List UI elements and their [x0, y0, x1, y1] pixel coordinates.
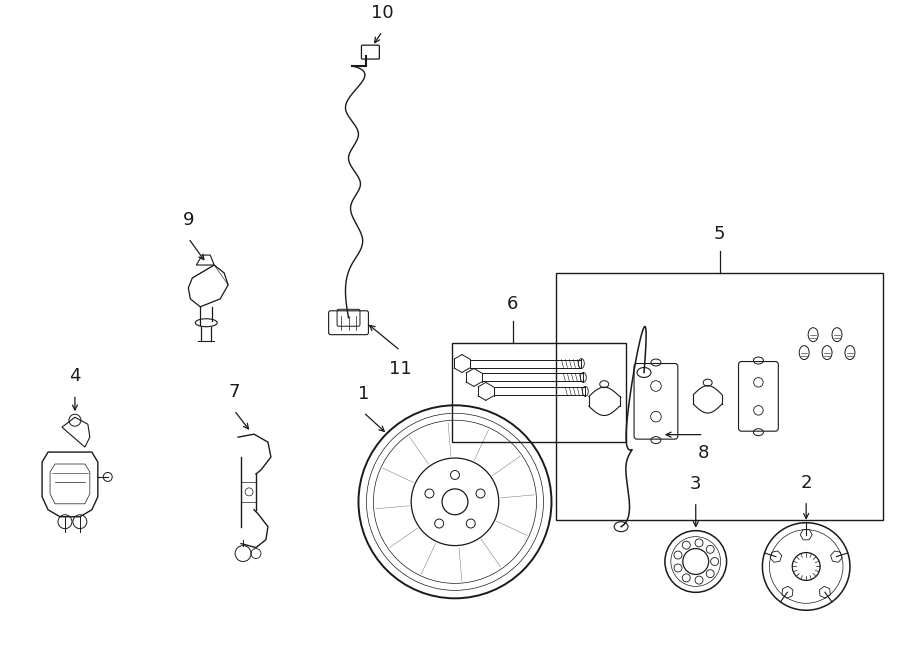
Text: 6: 6 — [508, 295, 518, 313]
Text: 9: 9 — [183, 212, 194, 229]
Bar — [452, 342, 626, 442]
Text: 4: 4 — [69, 368, 81, 385]
Text: 7: 7 — [229, 383, 240, 401]
Text: 10: 10 — [371, 4, 393, 22]
Text: 3: 3 — [690, 475, 701, 493]
Text: 2: 2 — [800, 474, 812, 492]
Text: 1: 1 — [358, 385, 369, 403]
Text: 11: 11 — [389, 360, 411, 377]
Bar — [556, 273, 883, 520]
Text: 8: 8 — [698, 444, 709, 461]
Text: 5: 5 — [714, 225, 725, 243]
